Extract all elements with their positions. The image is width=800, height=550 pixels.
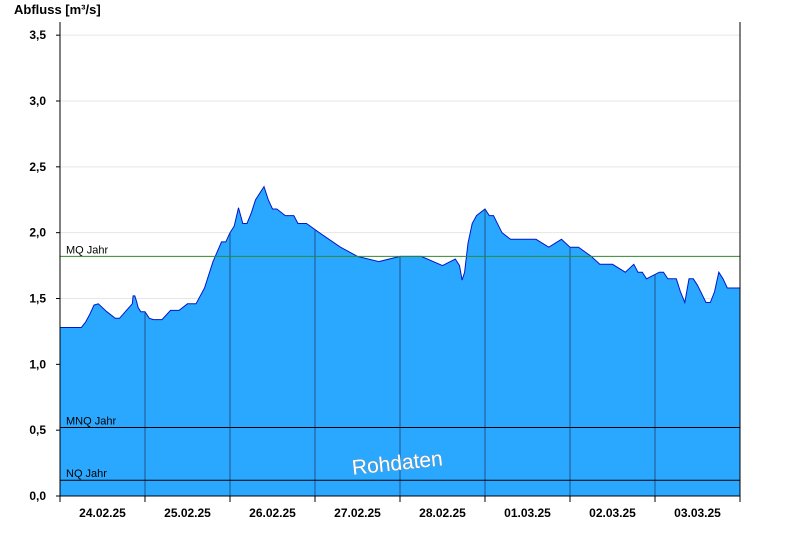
x-tick-labels: 24.02.25 25.02.25 26.02.25 27.02.25 28.02.25… bbox=[59, 496, 741, 520]
y-tick-label: 1,5 bbox=[29, 292, 46, 306]
x-tick-label: 25.02.25 bbox=[164, 506, 211, 520]
discharge-line bbox=[60, 185, 740, 328]
y-tick-label: 3,5 bbox=[29, 28, 46, 42]
x-tick-label: 24.02.25 bbox=[79, 506, 126, 520]
y-tick-label: 3,0 bbox=[29, 94, 46, 108]
x-tick-label: 02.03.25 bbox=[589, 506, 636, 520]
reference-label: MQ Jahr bbox=[66, 244, 109, 256]
y-axis-title: Abfluss [m³/s] bbox=[14, 2, 101, 17]
reference-label: MNQ Jahr bbox=[66, 416, 116, 428]
reference-label: NQ Jahr bbox=[66, 468, 107, 480]
y-tick-labels: 0,0 0,5 1,0 1,5 2,0 2,5 3,0 3,5 bbox=[29, 28, 60, 503]
x-tick-label: 27.02.25 bbox=[334, 506, 381, 520]
reference-lines: MQ Jahr MNQ Jahr NQ Jahr bbox=[60, 244, 740, 481]
x-tick-label: 03.03.25 bbox=[674, 506, 721, 520]
y-tick-label: 0,5 bbox=[29, 423, 46, 437]
y-tick-label: 1,0 bbox=[29, 357, 46, 371]
x-tick-label: 28.02.25 bbox=[419, 506, 466, 520]
y-tick-label: 2,0 bbox=[29, 226, 46, 240]
y-tick-label: 0,0 bbox=[29, 489, 46, 503]
y-tick-label: 2,5 bbox=[29, 160, 46, 174]
x-tick-label: 26.02.25 bbox=[249, 506, 296, 520]
x-tick-label: 01.03.25 bbox=[504, 506, 551, 520]
